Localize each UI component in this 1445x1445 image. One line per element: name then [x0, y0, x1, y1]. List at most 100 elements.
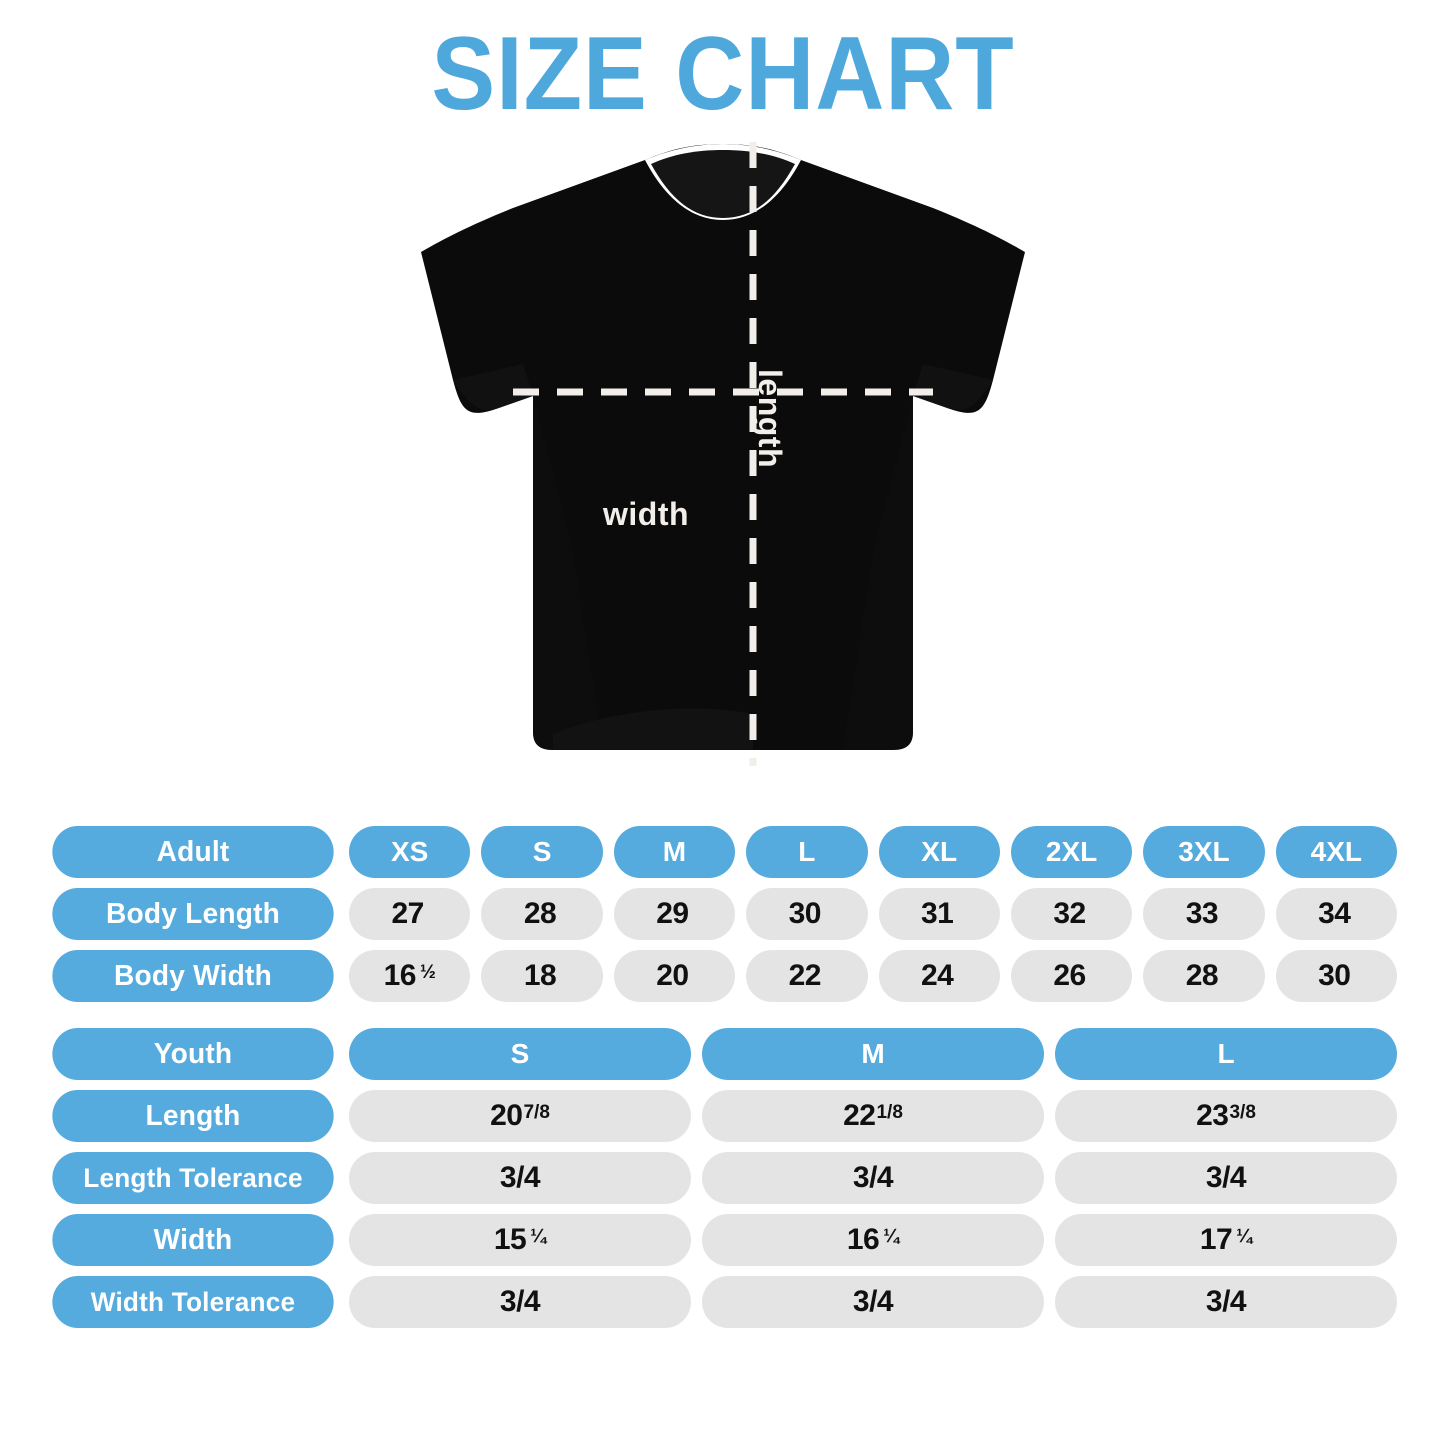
value-whole: 30: [788, 897, 822, 930]
youth-col-header-m: M: [702, 1028, 1044, 1080]
value-whole: 28: [523, 897, 557, 930]
value-fraction: ¼: [1236, 1226, 1253, 1247]
adult-row-label-body-length: Body Length: [52, 888, 334, 940]
adult-body-length-l: 30: [746, 888, 868, 940]
width-label: width: [603, 496, 690, 532]
page-header: SIZE CHART: [0, 0, 1445, 126]
table-row: Length 20 7/8 22 1/8 23 3/8: [48, 1090, 1397, 1142]
adult-body-width-3xl: 28: [1143, 950, 1265, 1002]
tshirt-illustration: width length: [0, 134, 1445, 774]
value-whole: 23: [1196, 1099, 1229, 1132]
adult-body-width-xl: 24: [878, 950, 1000, 1002]
youth-col-header-l: L: [1055, 1028, 1397, 1080]
youth-row-label-width: Width: [52, 1214, 334, 1266]
table-separator: [48, 1002, 1397, 1028]
adult-body-width-xs: 16 ½: [349, 950, 471, 1002]
length-label: length: [752, 369, 788, 468]
table-row: Body Length 27 28 29 30 31 32 33: [48, 888, 1397, 940]
adult-body-length-m: 29: [613, 888, 736, 940]
adult-corner-label: Adult: [52, 826, 334, 878]
youth-width-tolerance-m: 3/4: [702, 1276, 1044, 1328]
adult-body-length-xl: 31: [878, 888, 1000, 940]
youth-width-m: 16 ¼: [702, 1214, 1044, 1266]
adult-body-width-l: 22: [746, 950, 868, 1002]
adult-body-length-3xl: 33: [1143, 888, 1265, 940]
value-whole: 17: [1199, 1223, 1233, 1256]
value-whole: 27: [391, 897, 425, 930]
value-whole: 20: [490, 1099, 523, 1132]
value-fraction: 1/8: [876, 1102, 903, 1123]
adult-col-header-s: S: [481, 826, 603, 878]
value-whole: 32: [1053, 897, 1086, 930]
adult-body-length-2xl: 32: [1010, 888, 1133, 940]
youth-row-label-length: Length: [52, 1090, 334, 1142]
youth-length-tolerance-l: 3/4: [1055, 1152, 1397, 1204]
value-fraction: 7/8: [523, 1102, 550, 1123]
adult-col-header-l: L: [746, 826, 868, 878]
table-row: Width Tolerance 3/4 3/4 3/4: [48, 1276, 1397, 1328]
adult-body-length-4xl: 34: [1275, 888, 1397, 940]
value-fraction: ¼: [530, 1226, 547, 1247]
youth-width-tolerance-s: 3/4: [349, 1276, 691, 1328]
youth-width-s: 15 ¼: [349, 1214, 691, 1266]
youth-row-label-length-tolerance: Length Tolerance: [52, 1152, 334, 1204]
value-whole: 3/4: [852, 1285, 894, 1318]
tshirt-icon: [420, 142, 1025, 766]
value-whole: 16: [846, 1223, 880, 1256]
table-row: Adult XS S M L XL 2XL 3XL 4XL: [48, 826, 1397, 878]
adult-body-length-s: 28: [481, 888, 603, 940]
youth-width-tolerance-l: 3/4: [1055, 1276, 1397, 1328]
page-title: SIZE CHART: [430, 16, 1015, 132]
youth-length-m: 22 1/8: [702, 1090, 1044, 1142]
value-whole: 31: [921, 897, 954, 930]
adult-col-header-m: M: [613, 826, 736, 878]
adult-body-width-4xl: 30: [1275, 950, 1397, 1002]
adult-col-header-2xl: 2XL: [1010, 826, 1133, 878]
value-whole: 24: [921, 959, 954, 992]
value-whole: 33: [1185, 897, 1219, 930]
adult-body-width-2xl: 26: [1010, 950, 1133, 1002]
youth-corner-label: Youth: [52, 1028, 334, 1080]
value-whole: 30: [1318, 959, 1351, 992]
adult-col-header-xl: XL: [878, 826, 1000, 878]
value-whole: 20: [656, 959, 689, 992]
value-whole: 3/4: [852, 1161, 894, 1194]
youth-length-s: 20 7/8: [349, 1090, 691, 1142]
value-whole: 3/4: [499, 1285, 541, 1318]
value-fraction: ½: [419, 962, 436, 983]
adult-body-width-m: 20: [613, 950, 736, 1002]
youth-length-tolerance-s: 3/4: [349, 1152, 691, 1204]
youth-size-table: Youth S M L Length 20 7/8 22 1/8 23 3/8 Len…: [48, 1028, 1397, 1328]
adult-col-header-4xl: 4XL: [1275, 826, 1397, 878]
value-whole: 26: [1053, 959, 1086, 992]
youth-row-label-width-tolerance: Width Tolerance: [52, 1276, 334, 1328]
table-row: Width 15 ¼ 16 ¼ 17 ¼: [48, 1214, 1397, 1266]
table-row: Length Tolerance 3/4 3/4 3/4: [48, 1152, 1397, 1204]
value-whole: 3/4: [499, 1161, 541, 1194]
youth-length-l: 23 3/8: [1055, 1090, 1397, 1142]
adult-body-width-s: 18: [481, 950, 603, 1002]
value-whole: 16: [383, 959, 417, 992]
value-whole: 18: [523, 959, 557, 992]
value-whole: 22: [788, 959, 822, 992]
value-whole: 3/4: [1205, 1161, 1247, 1194]
youth-col-header-s: S: [349, 1028, 691, 1080]
adult-size-table: Adult XS S M L XL 2XL 3XL 4XL Body Lengt…: [48, 826, 1397, 1002]
adult-body-length-xs: 27: [349, 888, 471, 940]
adult-col-header-3xl: 3XL: [1143, 826, 1265, 878]
value-whole: 22: [843, 1099, 876, 1132]
adult-row-label-body-width: Body Width: [52, 950, 334, 1002]
table-row: Youth S M L: [48, 1028, 1397, 1080]
table-row: Body Width 16 ½ 18 20 22 24 26 28: [48, 950, 1397, 1002]
value-whole: 3/4: [1205, 1285, 1247, 1318]
value-whole: 15: [493, 1223, 527, 1256]
value-fraction: ¼: [883, 1226, 900, 1247]
value-fraction: 3/8: [1229, 1102, 1256, 1123]
value-whole: 29: [656, 897, 689, 930]
value-whole: 34: [1318, 897, 1351, 930]
adult-col-header-xs: XS: [349, 826, 471, 878]
youth-length-tolerance-m: 3/4: [702, 1152, 1044, 1204]
size-tables: Adult XS S M L XL 2XL 3XL 4XL Body Lengt…: [48, 826, 1397, 1328]
youth-width-l: 17 ¼: [1055, 1214, 1397, 1266]
value-whole: 28: [1185, 959, 1219, 992]
